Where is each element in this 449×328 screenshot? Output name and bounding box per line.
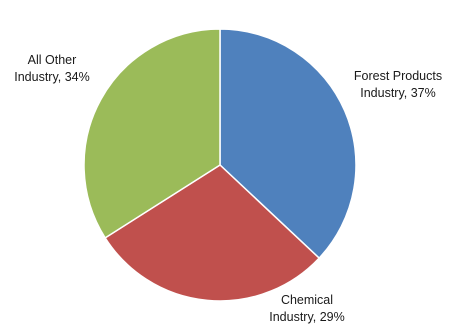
pie-slice-label-line: Industry, 34% — [14, 70, 90, 84]
pie-labels: Forest Products Industry, 37% Chemical Indu… — [14, 53, 442, 324]
pie-slice-0 — [219, 28, 357, 260]
pie-slice-label-line: Industry, 29% — [269, 310, 345, 324]
pie-slice-label-line: Chemical — [281, 293, 333, 307]
pie-slice-label-line: Forest Products — [354, 69, 442, 83]
pie-slices — [83, 28, 357, 302]
pie-slice-label-line: All Other — [28, 53, 77, 67]
pie-slice-label-line: Industry, 37% — [360, 86, 436, 100]
pie-slice-label-0: Forest Products Industry, 37% — [354, 69, 442, 100]
pie-slice-label-2: All Other Industry, 34% — [14, 53, 90, 84]
pie-slice-label-1: Chemical Industry, 29% — [269, 293, 345, 324]
pie-slice-1 — [104, 164, 321, 302]
pie-slice-2 — [83, 28, 221, 239]
